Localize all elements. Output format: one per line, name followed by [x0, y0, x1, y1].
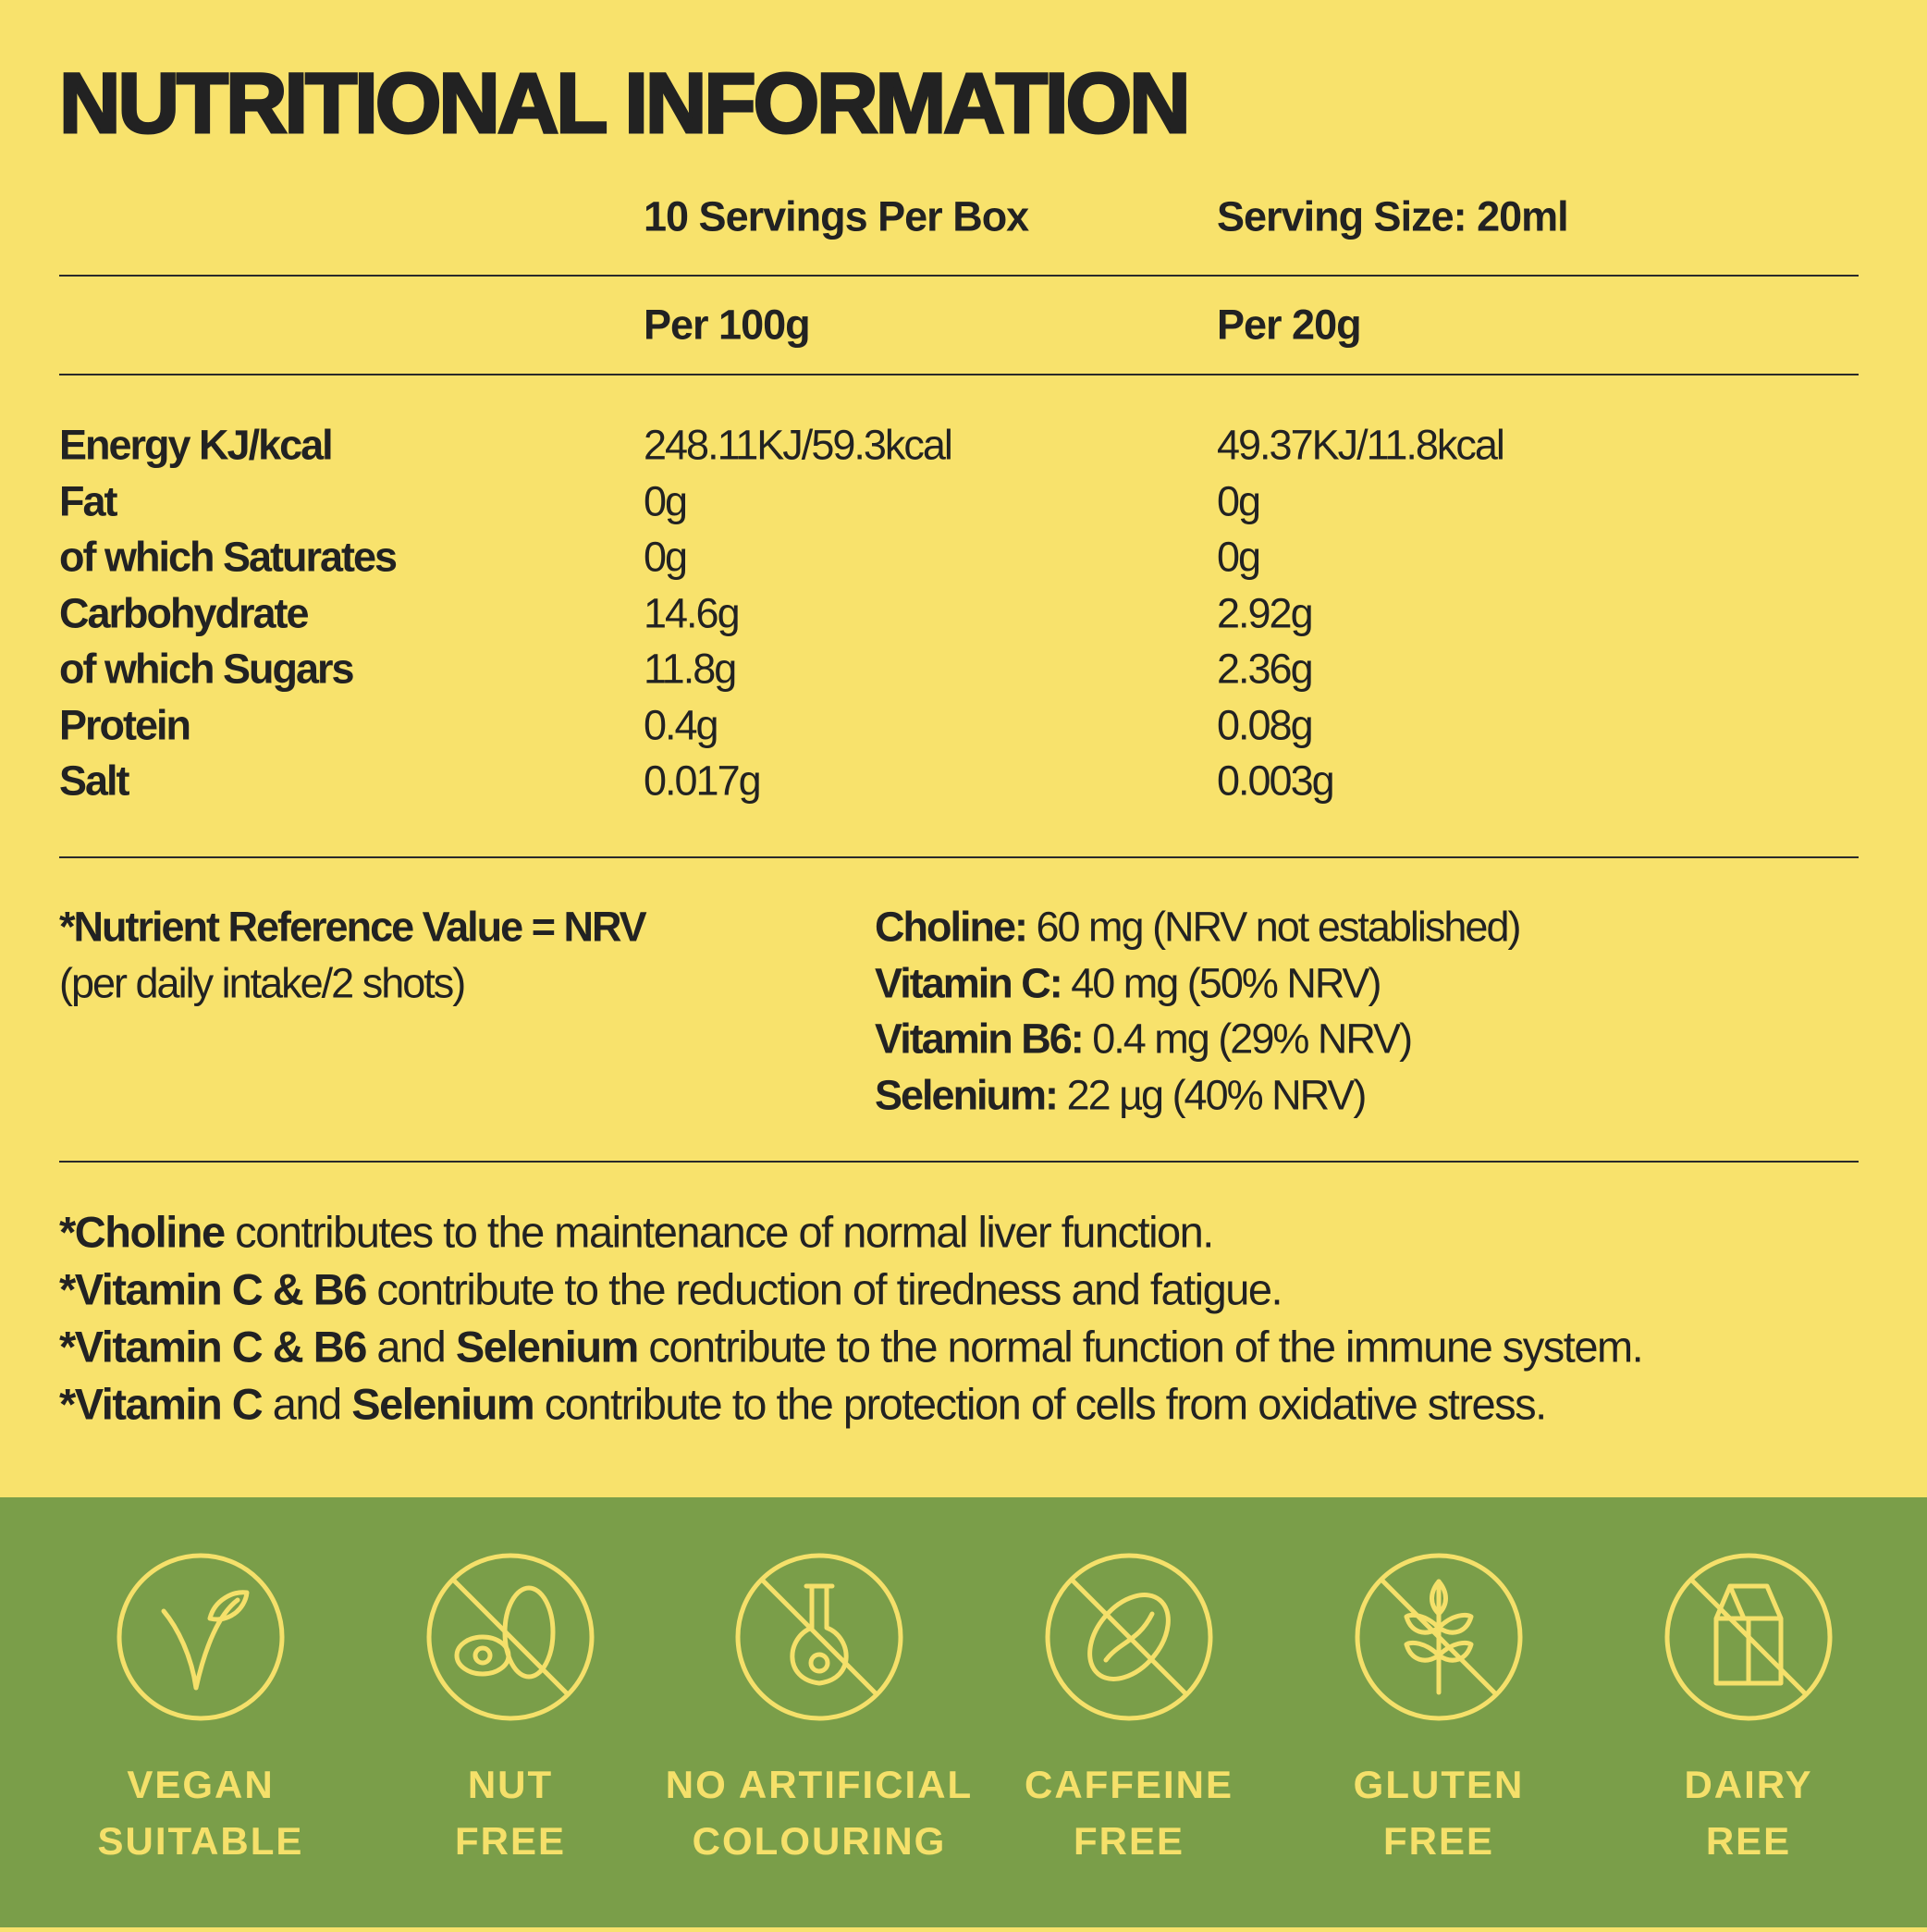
- nutrient-name: Carbohydrate: [59, 589, 310, 636]
- claim-text: and: [262, 1379, 352, 1429]
- divider: [59, 1161, 1859, 1163]
- claim-bold: *Vitamin C: [59, 1379, 264, 1429]
- nrv-label: Choline:: [875, 903, 1028, 951]
- dairy-free-icon: [1664, 1553, 1833, 1721]
- badge-icons: [117, 1553, 1833, 1721]
- nrv-item: Vitamin B6: 0.4 mg (29% NRV): [875, 1015, 1413, 1063]
- nutrient-name: of which Sugars: [59, 645, 355, 693]
- claim-bold: *Choline: [59, 1207, 226, 1257]
- badge-label: VEGAN: [127, 1763, 275, 1806]
- badge-label: COLOURING: [692, 1819, 947, 1863]
- nutrient-value: 14.6g: [644, 589, 741, 636]
- badge-label: FREE: [454, 1819, 566, 1863]
- claim-bold: Selenium: [455, 1322, 639, 1372]
- nrv-value: 0.4 mg (29% NRV): [1092, 1015, 1413, 1063]
- claim-text: and: [365, 1322, 456, 1372]
- nutrient-value: 49.37KJ/11.8kcal: [1217, 421, 1505, 469]
- claim-bold: *Vitamin C & B6: [59, 1264, 367, 1314]
- nutrient-value: 0g: [1217, 477, 1261, 524]
- badge-label: NUT: [467, 1763, 554, 1806]
- nutrient-value: 0g: [1217, 533, 1261, 581]
- nrv-label: Vitamin C:: [875, 959, 1063, 1007]
- nutrient-value: 0.4g: [644, 701, 719, 748]
- claim-text: contribute to the normal function of the…: [637, 1322, 1643, 1372]
- nutrient-value: 2.36g: [1217, 645, 1314, 693]
- serving-size: Serving Size: 20ml: [1217, 192, 1569, 240]
- claim-text: contribute to the reduction of tiredness…: [365, 1264, 1283, 1314]
- servings: 10 Servings Per Box: [644, 192, 1029, 240]
- nutrient-value: 0.08g: [1217, 701, 1314, 748]
- claim-text: contributes to the maintenance of normal…: [224, 1207, 1214, 1257]
- nutrient-value: 0.017g: [644, 757, 762, 805]
- nrv-note: (per daily intake/2 shots): [59, 959, 466, 1007]
- nrv-value: 40 mg (50% NRV): [1071, 959, 1381, 1007]
- badge-label: DAIRY: [1684, 1763, 1813, 1806]
- badge-label: GLUTEN: [1353, 1763, 1525, 1806]
- claim-bold: *Vitamin C & B6: [59, 1322, 367, 1372]
- vegan-icon: [117, 1553, 285, 1721]
- badge-band: VEGAN SUITABLE NUT FREE NO ARTIFICIAL COLOURI…: [0, 1497, 1927, 1927]
- nutrient-name: Fat: [59, 477, 117, 524]
- divider: [59, 856, 1859, 858]
- gluten-free-icon: [1355, 1553, 1523, 1721]
- badge-label: CAFFEINE: [1025, 1763, 1234, 1806]
- caffeine-free-icon: [1045, 1553, 1213, 1721]
- claim: *Vitamin C & B6 contribute to the reduct…: [59, 1264, 1283, 1314]
- nrv-item: Selenium: 22 µg (40% NRV): [875, 1071, 1368, 1119]
- claim: *Choline contributes to the maintenance …: [59, 1207, 1214, 1257]
- column-header: Per 100g: [644, 301, 811, 349]
- claim-text: contribute to the protection of cells fr…: [534, 1379, 1547, 1429]
- nrv-value: 22 µg (40% NRV): [1066, 1071, 1368, 1119]
- column-header: Per 20g: [1217, 301, 1362, 349]
- nrv-item: Vitamin C: 40 mg (50% NRV): [875, 959, 1382, 1007]
- title: NUTRITIONAL INFORMATION: [58, 56, 1193, 151]
- badge-label: SUITABLE: [97, 1819, 304, 1863]
- nutrient-name: of which Saturates: [59, 533, 398, 581]
- nutrient-value: 0g: [644, 533, 688, 581]
- claim: *Vitamin C & B6 and Selenium contribute …: [59, 1322, 1644, 1372]
- colouring-free-icon: [735, 1553, 903, 1721]
- claim-bold: Selenium: [351, 1379, 534, 1429]
- nutrient-value: 0.003g: [1217, 757, 1335, 805]
- nutrient-name: Salt: [59, 757, 130, 805]
- badge-label: FREE: [1382, 1819, 1494, 1863]
- nrv-item: Choline: 60 mg (NRV not established): [875, 903, 1522, 951]
- nutrient-value: 11.8g: [644, 645, 737, 693]
- badge-label: FREE: [1073, 1819, 1184, 1863]
- nutrient-value: 248.11KJ/59.3kcal: [644, 421, 953, 469]
- nut-free-icon: [426, 1553, 595, 1721]
- badge-label: NO ARTIFICIAL: [665, 1763, 974, 1806]
- claim: *Vitamin C and Selenium contribute to th…: [59, 1379, 1547, 1429]
- nrv-label: Selenium:: [875, 1071, 1059, 1119]
- divider: [59, 374, 1859, 375]
- nutrient-value: 0g: [644, 477, 688, 524]
- nrv-value: 60 mg (NRV not established): [1036, 903, 1522, 951]
- badge-label: REE: [1705, 1819, 1792, 1863]
- nrv-heading: *Nutrient Reference Value = NRV: [59, 903, 647, 951]
- nutrient-value: 2.92g: [1217, 589, 1314, 636]
- divider: [59, 275, 1859, 277]
- nutrient-name: Protein: [59, 701, 191, 748]
- nutrient-name: Energy KJ/kcal: [59, 421, 334, 469]
- nrv-label: Vitamin B6:: [875, 1015, 1085, 1063]
